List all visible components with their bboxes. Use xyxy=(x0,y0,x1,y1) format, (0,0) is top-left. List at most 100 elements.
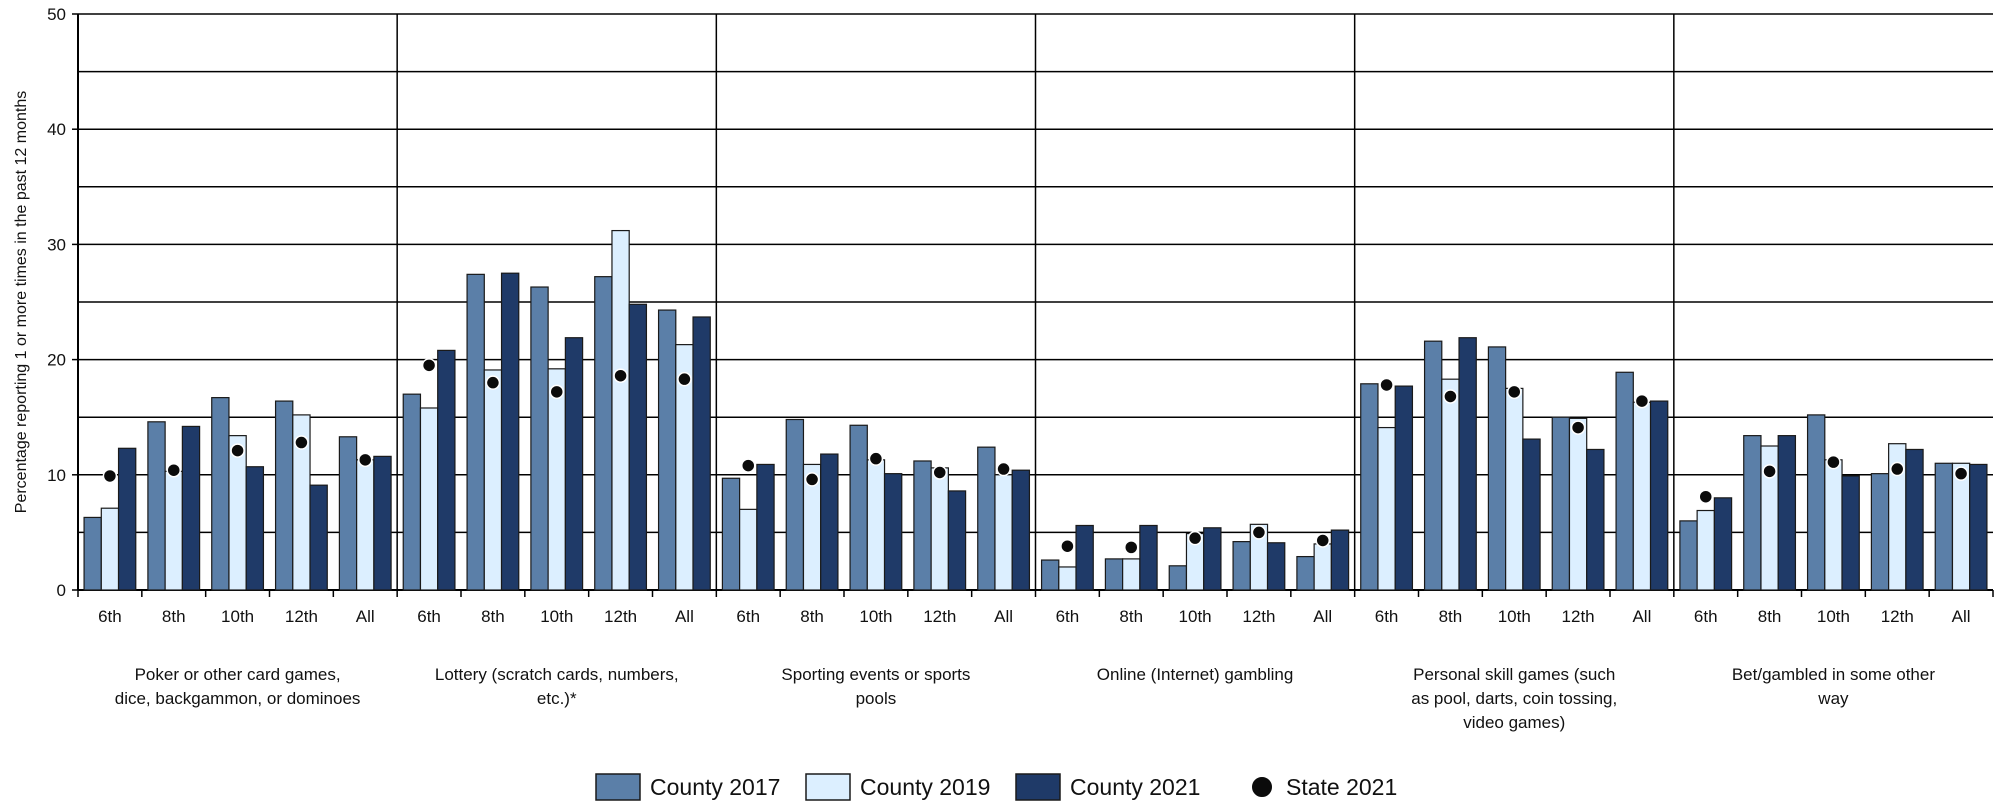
group-label-line: Poker or other card games, xyxy=(135,665,341,684)
x-tick-label: 8th xyxy=(1758,607,1782,626)
marker-state-2021 xyxy=(1953,466,1969,481)
marker-state-2021 xyxy=(932,465,947,480)
bar-county-2021 xyxy=(373,455,392,591)
bar-county-2021 xyxy=(1330,529,1350,591)
bar-county-2019 xyxy=(547,368,566,591)
bar-county-2017 xyxy=(1423,340,1443,591)
bar-county-2019 xyxy=(356,459,375,591)
marker-state-2021 xyxy=(358,452,373,468)
marker-state-2021 xyxy=(1251,525,1267,540)
x-tick-label: 8th xyxy=(1439,607,1463,626)
group-label-line: pools xyxy=(856,689,897,708)
bar-county-2017 xyxy=(1870,473,1890,591)
bar-county-2021 xyxy=(1649,400,1669,591)
bar-county-2021 xyxy=(756,463,775,591)
bar-county-2021 xyxy=(181,425,201,591)
x-tick-label: 10th xyxy=(1817,607,1850,626)
legend-label: County 2021 xyxy=(1070,774,1200,800)
bar-county-2017 xyxy=(530,286,549,591)
bar-county-2019 xyxy=(1824,459,1843,591)
marker-state-2021 xyxy=(166,462,181,478)
bar-county-2017 xyxy=(1232,541,1251,591)
x-tick-label: 6th xyxy=(417,607,441,626)
bar-county-2017 xyxy=(785,418,805,591)
bar-county-2021 xyxy=(692,316,711,591)
x-tick-label: 10th xyxy=(859,607,892,626)
legend-label: County 2019 xyxy=(860,774,990,800)
y-tick-label: 10 xyxy=(47,466,66,485)
legend-marker xyxy=(1250,775,1274,799)
bar-county-2021 xyxy=(1777,435,1797,591)
bar-county-2021 xyxy=(947,490,967,591)
bar-county-2019 xyxy=(164,470,183,591)
x-tick-label: 10th xyxy=(221,607,254,626)
x-tick-label: 10th xyxy=(1179,607,1212,626)
legend-swatch xyxy=(805,773,851,801)
x-tick-label: All xyxy=(1632,607,1651,626)
bar-county-2021 xyxy=(245,466,265,591)
x-tick-label: All xyxy=(356,607,375,626)
legend-swatch xyxy=(595,773,641,801)
bar-county-2017 xyxy=(1360,383,1379,591)
marker-state-2021 xyxy=(613,368,628,383)
group-label-line: Sporting events or sports xyxy=(781,665,970,684)
bar-county-2021 xyxy=(309,484,328,591)
bar-county-2017 xyxy=(402,393,422,591)
bar-county-2017 xyxy=(913,460,932,591)
bar-county-2019 xyxy=(1313,543,1332,591)
x-tick-label: 6th xyxy=(98,607,122,626)
x-tick-label: 12th xyxy=(1881,607,1914,626)
marker-state-2021 xyxy=(485,375,501,390)
bar-county-2017 xyxy=(83,516,102,591)
marker-state-2021 xyxy=(1890,461,1905,477)
marker-state-2021 xyxy=(1826,454,1841,470)
x-tick-label: 10th xyxy=(1498,607,1531,626)
group-label-line: dice, backgammon, or dominoes xyxy=(115,689,361,708)
group-label-line: Lottery (scratch cards, numbers, xyxy=(435,665,679,684)
bar-county-2021 xyxy=(117,447,137,591)
legend-label: State 2021 xyxy=(1286,774,1397,800)
x-tick-label: 6th xyxy=(1694,607,1718,626)
bar-county-2019 xyxy=(866,459,886,591)
bar-county-2017 xyxy=(338,436,358,591)
group-label-line: video games) xyxy=(1463,713,1565,732)
bar-county-2017 xyxy=(1806,414,1826,591)
marker-state-2021 xyxy=(1762,464,1777,479)
marker-state-2021 xyxy=(1379,377,1394,393)
bar-county-2019 xyxy=(1058,566,1077,591)
bar-county-2021 xyxy=(1969,463,1988,591)
bar-county-2017 xyxy=(1040,559,1060,591)
bar-county-2017 xyxy=(1934,462,1954,591)
x-tick-label: 12th xyxy=(604,607,637,626)
bar-county-2017 xyxy=(1487,346,1507,591)
bar-county-2021 xyxy=(1139,524,1158,591)
x-tick-label: All xyxy=(994,607,1013,626)
x-tick-label: 12th xyxy=(1242,607,1275,626)
bar-county-2021 xyxy=(1458,337,1477,591)
x-tick-label: 6th xyxy=(736,607,760,626)
bar-county-2019 xyxy=(1568,417,1588,591)
marker-state-2021 xyxy=(868,451,884,466)
bar-county-2017 xyxy=(147,421,166,591)
bar-county-2021 xyxy=(628,303,648,591)
x-tick-label: 12th xyxy=(285,607,318,626)
bar-county-2017 xyxy=(657,309,677,591)
x-tick-label: 8th xyxy=(1119,607,1143,626)
marker-state-2021 xyxy=(1187,530,1203,546)
bar-county-2021 xyxy=(1905,448,1924,591)
marker-state-2021 xyxy=(1698,489,1713,504)
x-tick-label: 6th xyxy=(1056,607,1080,626)
bar-county-2021 xyxy=(1394,385,1414,591)
bar-county-2019 xyxy=(1377,426,1396,591)
bar-county-2019 xyxy=(1951,462,1971,591)
marker-state-2021 xyxy=(1634,393,1650,409)
group-label-line: as pool, darts, coin tossing, xyxy=(1411,689,1617,708)
x-tick-label: All xyxy=(1313,607,1332,626)
bar-county-2021 xyxy=(437,349,456,591)
bar-county-2021 xyxy=(1522,438,1541,591)
marker-state-2021 xyxy=(549,384,564,400)
marker-state-2021 xyxy=(677,371,692,387)
group-label-line: etc.)* xyxy=(537,689,577,708)
x-tick-label: 8th xyxy=(800,607,824,626)
x-tick-label: All xyxy=(1952,607,1971,626)
